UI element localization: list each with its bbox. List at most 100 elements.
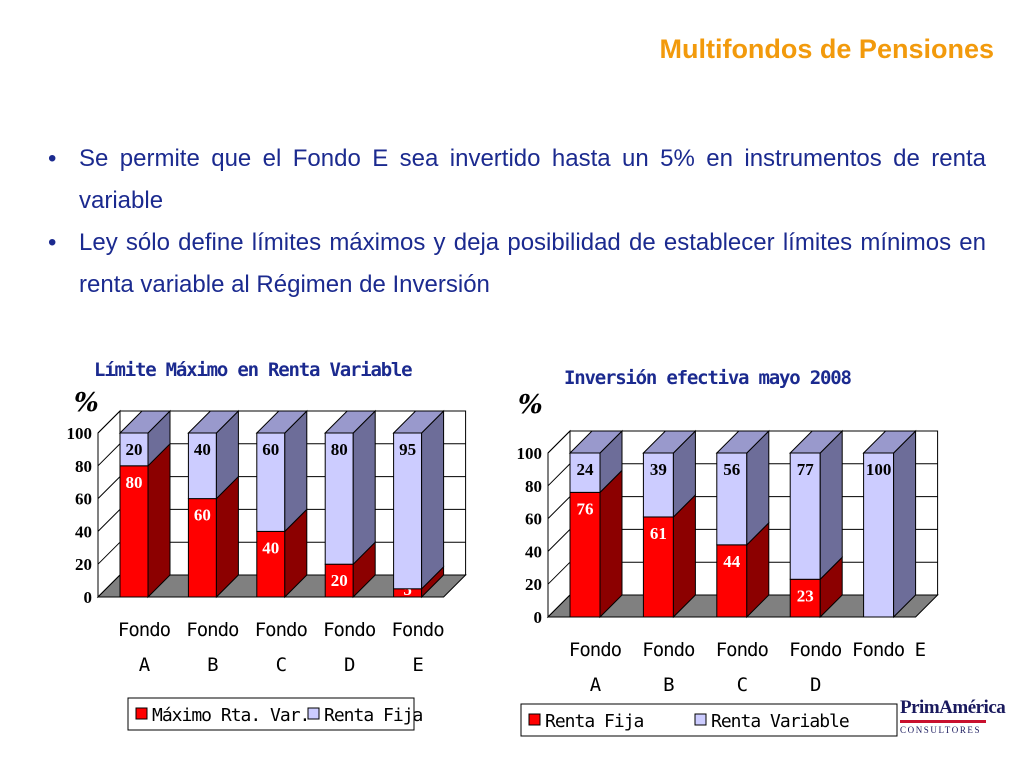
chart-2-category-label: B — [663, 674, 674, 696]
bullet-text: Se permite que el Fondo E sea invertido … — [79, 145, 986, 214]
chart-2-bar-side-lavender — [819, 429, 843, 581]
chart-1-category-label: C — [276, 654, 286, 676]
chart-1-bar-red — [256, 530, 286, 598]
chart-2-legend-swatch-red — [528, 713, 541, 726]
logo-name: PrimAmérica — [900, 697, 1006, 718]
chart-2-bar-lavender — [716, 452, 748, 546]
chart-2-category-label: Fondo — [642, 639, 695, 661]
chart-1-data-label: 60 — [262, 440, 279, 459]
chart-2-bar-top-lavender — [642, 430, 697, 454]
chart-1-bar-red — [119, 465, 149, 598]
chart-2-bar-side-red — [599, 469, 623, 619]
chart-1-legend-swatch-red — [135, 707, 148, 720]
bullet-dot-icon: • — [48, 145, 57, 172]
company-logo: PrimAmérica CONSULTORES — [900, 697, 1006, 735]
chart-2-y-tick-label: 60 — [525, 510, 542, 529]
chart-2-category-label: C — [737, 674, 747, 696]
chart-1-legend-label: Renta Fija — [324, 705, 423, 726]
chart-1-bar-top-lavender — [255, 410, 309, 434]
chart-2-legend-label: Renta Variable — [711, 711, 849, 732]
chart-2-y-tick-label: 20 — [525, 575, 542, 594]
chart-1-data-label: 40 — [194, 440, 211, 459]
chart-2-ylabel: % — [518, 390, 543, 420]
chart-2-y-tick-label: 100 — [517, 444, 543, 463]
chart-1-category-label: Fondo — [255, 619, 308, 641]
chart-2-category-label: A — [590, 674, 602, 696]
chart-1-data-label: 5 — [403, 580, 412, 599]
chart-2-data-label: 56 — [723, 460, 740, 479]
chart-1-category-label: D — [344, 654, 355, 676]
chart-1-category-label: Fondo — [118, 619, 171, 641]
chart-2-bar-lavender — [863, 452, 895, 618]
chart-1-y-tick-label: 60 — [75, 490, 92, 509]
chart-2-bar-top-lavender — [862, 430, 917, 454]
chart-2-data-label: 44 — [723, 552, 741, 571]
chart-1-y-tick-label: 0 — [84, 588, 93, 607]
chart-1-data-label: 20 — [126, 440, 143, 459]
chart-1-category-label: Fondo — [186, 619, 239, 641]
chart-1-y-tick-label: 100 — [67, 424, 93, 443]
chart-2-y-tick-label: 40 — [525, 542, 542, 561]
chart-2-bar-red — [716, 544, 748, 618]
chart-2-bar-top-lavender — [568, 430, 624, 454]
chart-1-data-label: 60 — [194, 506, 211, 525]
chart-1-bar-lavender — [187, 432, 217, 500]
chart-1-ylabel: % — [74, 388, 99, 418]
chart-2-bar-top-lavender — [788, 430, 844, 454]
chart-1-bar-side-lavender — [421, 409, 445, 591]
chart-2-bar-side-lavender — [893, 429, 917, 619]
chart-2-data-label: 77 — [797, 460, 815, 479]
chart-2-data-label: 76 — [577, 499, 594, 518]
chart-1-bar-red — [324, 563, 354, 598]
chart-1-data-label: 20 — [331, 571, 348, 590]
chart-2-category-label: Fondo — [716, 639, 769, 661]
chart-1-category-label: A — [139, 654, 151, 676]
chart-1-legend — [127, 697, 415, 731]
chart-1-data-label: 95 — [399, 440, 416, 459]
bullet-text: Ley sólo define límites máximos y deja p… — [79, 229, 986, 298]
chart-1-bar-red — [187, 498, 217, 598]
chart-2-category-label: Fondo — [789, 639, 842, 661]
bullet-item: • Se permite que el Fondo E sea invertido… — [48, 138, 986, 222]
chart-2-category-label: Fondo E — [852, 639, 926, 661]
chart-2-legend-label: Renta Fija — [545, 711, 644, 732]
chart-1-bar-top-lavender — [392, 410, 445, 434]
chart-1-legend-label: Máximo Rta. Var. — [152, 705, 309, 726]
chart-2-category-label: D — [810, 674, 821, 696]
chart-2-bar-lavender — [642, 452, 674, 518]
chart-1-y-tick-label: 80 — [75, 457, 92, 476]
chart-2-bar-lavender — [569, 452, 601, 493]
chart-1-title: Límite Máximo en Renta Variable — [94, 359, 413, 381]
chart-2-data-label: 24 — [577, 460, 595, 479]
chart-1-y-tick-label: 40 — [75, 522, 92, 541]
chart-1-y-tick-label: 20 — [75, 555, 92, 574]
slide-title: Multifondos de Pensiones — [659, 34, 994, 64]
chart-1-bar-lavender — [324, 432, 354, 565]
logo-subtitle: CONSULTORES — [900, 725, 982, 735]
chart-2-data-label: 100 — [866, 460, 892, 479]
chart-1-data-label: 80 — [126, 473, 143, 492]
chart-1-legend-swatch-lavender — [307, 707, 320, 720]
chart-1-bar-lavender — [256, 432, 286, 532]
chart-2-title: Inversión efectiva mayo 2008 — [564, 367, 852, 389]
chart-2-legend-swatch-lavender — [694, 713, 707, 726]
chart-2-data-label: 61 — [650, 524, 667, 543]
chart-1-category-label: E — [412, 654, 423, 676]
chart-1-data-label: 80 — [331, 440, 348, 459]
chart-2-data-label: 39 — [650, 460, 667, 479]
chart-2-y-tick-label: 0 — [534, 608, 543, 627]
chart-2-data-label: 23 — [797, 586, 814, 605]
chart-1-bar-top-lavender — [187, 410, 240, 434]
bullet-list: • Se permite que el Fondo E sea invertido… — [48, 138, 986, 306]
bullet-item: • Ley sólo define límites máximos y deja … — [48, 222, 986, 306]
chart-1-category-label: B — [207, 654, 218, 676]
chart-2-y-tick-label: 80 — [525, 477, 542, 496]
chart-1-bar-top-lavender — [323, 410, 377, 434]
chart-2-category-label: Fondo — [569, 639, 622, 661]
chart-2-legend — [520, 703, 898, 737]
chart-2-bar-top-lavender — [715, 430, 771, 454]
bullet-dot-icon: • — [48, 229, 57, 256]
chart-1-bar-side-red — [147, 442, 171, 599]
logo-divider — [900, 720, 986, 723]
chart-1-bar-top-lavender — [118, 410, 172, 434]
